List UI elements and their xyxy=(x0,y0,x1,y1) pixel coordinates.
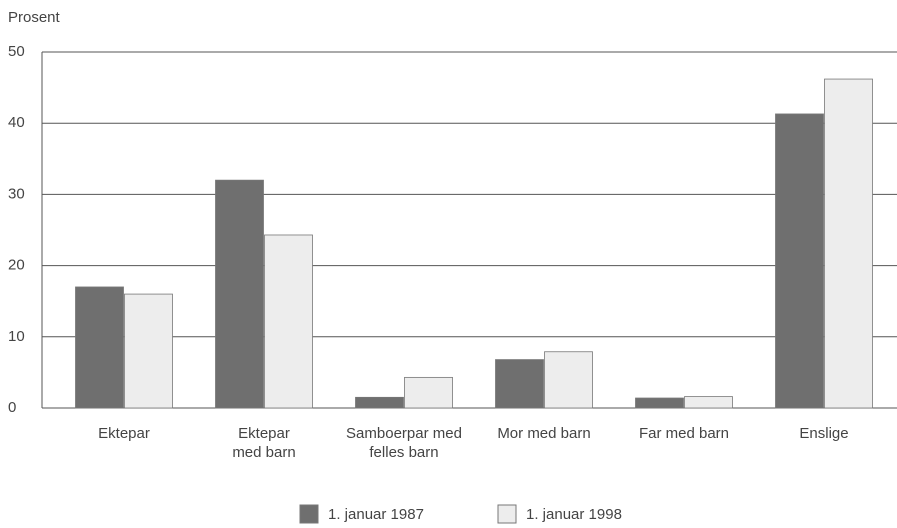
legend-label: 1. januar 1998 xyxy=(526,506,622,523)
bar xyxy=(775,113,824,409)
y-tick-label: 10 xyxy=(8,328,25,345)
x-tick-label: Samboerpar med felles barn xyxy=(346,425,462,461)
y-tick-label: 0 xyxy=(8,399,16,416)
x-tick-label: Enslige xyxy=(799,425,849,442)
bar xyxy=(355,396,404,409)
bar xyxy=(824,78,873,409)
y-axis-label: Prosent xyxy=(8,9,61,26)
bar xyxy=(495,359,544,409)
y-tick-label: 40 xyxy=(8,114,25,131)
legend-swatch xyxy=(497,504,517,524)
y-tick-label: 20 xyxy=(8,257,25,274)
bar xyxy=(215,179,264,409)
y-tick-label: 50 xyxy=(8,43,25,60)
y-tick-label: 30 xyxy=(8,185,25,202)
bar xyxy=(124,293,173,409)
bar xyxy=(75,286,124,409)
legend-swatch xyxy=(299,504,319,524)
x-tick-label: Mor med barn xyxy=(497,425,591,442)
legend-label: 1. januar 1987 xyxy=(328,506,424,523)
x-tick-label: Ektepar med barn xyxy=(232,425,296,461)
x-tick-label: Far med barn xyxy=(638,425,730,442)
bar xyxy=(404,376,453,409)
bar xyxy=(544,351,593,409)
x-tick-label: Ektepar xyxy=(98,425,150,442)
bar xyxy=(635,397,684,409)
bar xyxy=(684,396,733,409)
bar xyxy=(264,234,313,409)
